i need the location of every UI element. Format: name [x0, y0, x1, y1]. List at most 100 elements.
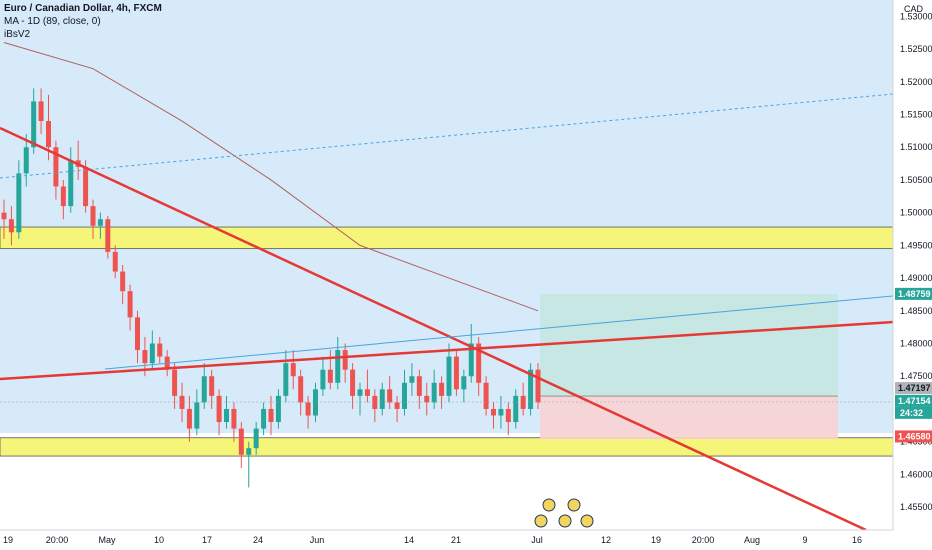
time-axis[interactable]: 19 20:00 May 10 17 24 Jun 14 21 Jul 12 19 20:00 Aug 9 1…: [0, 529, 932, 550]
candle-body: [357, 389, 363, 396]
price-tick-label: 1.52000: [900, 77, 932, 87]
ma-89-line: [3, 42, 539, 312]
time-tick-label: 19: [3, 535, 13, 545]
candle-body: [350, 369, 356, 396]
time-tick-label: 17: [202, 535, 212, 545]
candle-body: [112, 251, 118, 272]
target-zone: [540, 293, 838, 397]
candle-body: [253, 428, 259, 449]
candle-body: [97, 219, 103, 226]
candle-body: [409, 376, 415, 383]
candle-body: [364, 389, 370, 396]
event-icon: [534, 514, 548, 528]
time-tick-label: 20:00: [46, 535, 69, 545]
price-axis-bg: [893, 0, 932, 550]
candle-body: [8, 219, 14, 233]
candle-body: [127, 291, 133, 318]
price-tick-label: 1.52500: [900, 44, 932, 54]
candle-body: [313, 389, 318, 416]
candle-body: [335, 350, 341, 383]
candle-body: [60, 186, 66, 207]
price-tick-label: 1.48500: [900, 306, 932, 316]
stop-price-tag: 1.46580: [898, 431, 931, 441]
candle-body: [83, 166, 89, 207]
candle-body: [305, 402, 311, 416]
time-tick-label: 21: [451, 535, 461, 545]
price-tick-label: 1.49000: [900, 273, 932, 283]
candle-body: [424, 395, 430, 403]
event-icons[interactable]: [534, 498, 594, 528]
candle-body: [53, 147, 59, 187]
ascending-trendline: [0, 320, 894, 381]
candle-body: [379, 389, 385, 409]
candle-body: [120, 271, 126, 292]
price-tick-label: 1.53000: [900, 11, 932, 21]
blue-trendline: [104, 295, 894, 370]
time-tick-label: 14: [404, 535, 414, 545]
candle-body: [468, 343, 474, 377]
candle-body: [416, 376, 422, 396]
candle-body: [498, 408, 504, 416]
candle-body: [320, 369, 326, 390]
candle-body: [342, 350, 348, 370]
event-icon: [558, 514, 572, 528]
candle-body: [387, 389, 393, 403]
candle-body: [483, 382, 489, 409]
descending-trendline: [0, 126, 867, 532]
price-tick-label: 1.48000: [900, 339, 932, 349]
candle-body: [505, 408, 511, 423]
ibs-indicator-label[interactable]: iBsV2: [4, 29, 31, 40]
candle-body: [290, 363, 296, 377]
candle-body: [513, 395, 519, 423]
target-price-tag-bg: [895, 287, 932, 300]
candle-body: [31, 101, 37, 148]
candle-body: [261, 408, 267, 429]
candle-body: [520, 395, 526, 409]
candle-body: [149, 343, 155, 364]
candle-body: [38, 101, 44, 122]
long-position-tool[interactable]: [540, 293, 838, 440]
candle-body: [372, 395, 378, 409]
trendlines[interactable]: [0, 93, 894, 532]
candlestick-series: [1, 88, 541, 488]
candle-body: [461, 376, 467, 390]
candle-body: [46, 121, 51, 148]
time-tick-label: 20:00: [692, 535, 715, 545]
candle-body: [402, 382, 407, 409]
price-tick-label: 1.50000: [900, 208, 932, 218]
countdown-bg: [895, 406, 932, 419]
current-price-tag-b-bg: [895, 394, 932, 407]
countdown-label: 24:32: [900, 408, 923, 418]
candle-body: [179, 395, 185, 409]
candle-body: [90, 206, 96, 226]
time-tick-label: 24: [253, 535, 263, 545]
currency-label: CAD: [904, 4, 924, 14]
candle-body: [16, 173, 22, 233]
candle-body: [476, 343, 482, 383]
candle-body: [528, 369, 534, 409]
symbol-title[interactable]: Euro / Canadian Dollar, 4h, FXCM: [4, 3, 162, 14]
current-price-tag-a-bg: [895, 382, 932, 395]
price-tick-label: 1.46000: [900, 469, 932, 479]
candle-body: [209, 376, 215, 396]
stop-zone: [540, 396, 838, 440]
ma-indicator-label[interactable]: MA - 1D (89, close, 0): [4, 16, 101, 27]
candle-body: [194, 402, 200, 429]
candle-body: [283, 363, 289, 396]
time-tick-label: 19: [651, 535, 661, 545]
candle-body: [327, 369, 333, 383]
candle-body: [172, 369, 178, 396]
target-price-tag: 1.48759: [898, 289, 931, 299]
candle-body: [394, 402, 400, 409]
candle-body: [68, 160, 74, 207]
candle-body: [453, 356, 459, 390]
chart-legend: Euro / Canadian Dollar, 4h, FXCM MA - 1D…: [4, 2, 162, 41]
candle-body: [23, 147, 29, 174]
resistance-zone: [0, 226, 894, 250]
candle-body: [246, 448, 252, 455]
candle-body: [238, 428, 244, 455]
candle-body: [135, 317, 140, 351]
event-icon: [542, 498, 556, 512]
